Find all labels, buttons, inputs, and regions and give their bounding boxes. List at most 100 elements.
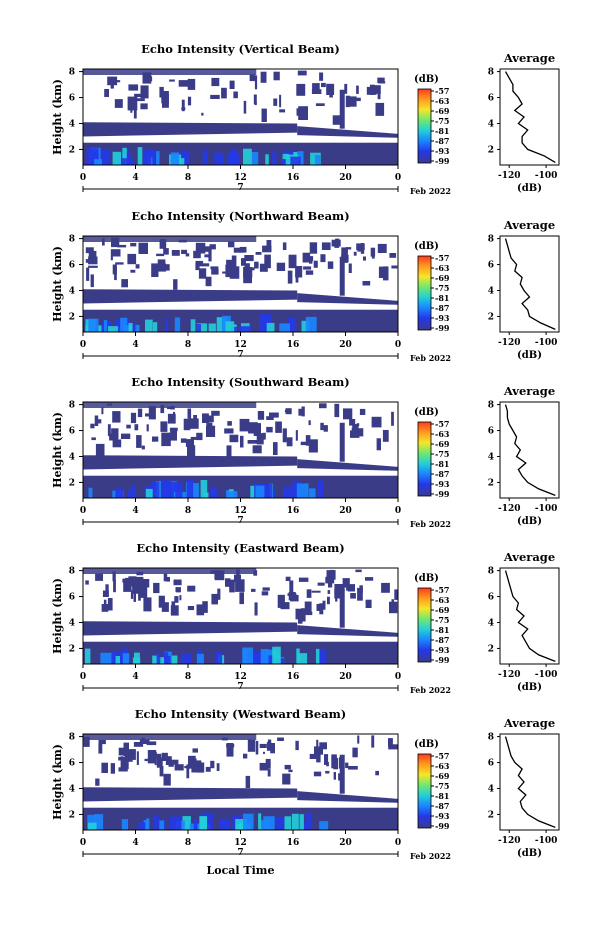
heatmap-blue-cell bbox=[94, 159, 102, 165]
heatmap-speckle bbox=[174, 764, 184, 771]
heatmap-speckle bbox=[94, 415, 99, 426]
heatmap-speckle bbox=[211, 410, 220, 416]
heatmap-speckle bbox=[207, 415, 214, 423]
heatmap-cells bbox=[83, 236, 398, 332]
heatmap-speckle bbox=[225, 578, 231, 587]
heatmap-speckle bbox=[159, 239, 167, 249]
heatmap-blue-cell bbox=[179, 158, 185, 165]
heatmap-speckle bbox=[334, 403, 340, 418]
heatmap-speckle bbox=[355, 569, 362, 573]
heatmap-speckle bbox=[352, 747, 358, 758]
y-axis-label: Height (km) bbox=[51, 79, 64, 155]
heatmap-gap bbox=[83, 139, 398, 143]
profile-y-tick-label: 4 bbox=[488, 119, 494, 129]
heatmap-blue-cell bbox=[263, 816, 275, 830]
y-tick-label: 6 bbox=[69, 593, 75, 603]
heatmap-speckle bbox=[165, 756, 172, 765]
heatmap-blue-cell bbox=[235, 819, 248, 830]
heatmap-speckle bbox=[156, 253, 165, 257]
heatmap-speckle bbox=[298, 106, 308, 120]
heatmap-blue-cell bbox=[202, 150, 208, 165]
heatmap-speckle bbox=[157, 259, 166, 265]
heatmap-blue-cell bbox=[100, 150, 111, 165]
heatmap-column bbox=[339, 588, 345, 628]
profile-y-tick-label: 4 bbox=[488, 286, 494, 296]
heatmap-blue-cell bbox=[186, 479, 194, 498]
x-tick-label: 12 bbox=[234, 506, 247, 516]
x-tick-label: 16 bbox=[287, 173, 300, 183]
heatmap-blue-cell bbox=[153, 814, 159, 830]
heatmap-layer-mid-right bbox=[297, 293, 398, 305]
heatmap-speckle bbox=[314, 746, 323, 755]
heatmap-speckle bbox=[181, 249, 188, 254]
heatmap-blue-cell bbox=[115, 488, 124, 498]
heatmap-speckle bbox=[210, 94, 220, 99]
heatmap-blue-cell bbox=[171, 655, 178, 664]
heatmap-speckle bbox=[249, 74, 256, 82]
profile-y-tick-label: 2 bbox=[488, 145, 494, 155]
heatmap-blue-cell bbox=[204, 492, 209, 498]
heatmap-speckle bbox=[91, 437, 96, 441]
beam-panel: Echo Intensity (Northward Beam) 2 4 6 8 Heigh… bbox=[51, 209, 560, 363]
y-tick-label: 2 bbox=[69, 145, 75, 155]
colorbar-unit: (dB) bbox=[414, 573, 439, 584]
x-tick-label: 16 bbox=[287, 838, 300, 848]
heatmap-speckle bbox=[101, 407, 104, 415]
heatmap-speckle bbox=[195, 260, 204, 266]
x-tick-label: 4 bbox=[132, 173, 138, 183]
heatmap-speckle bbox=[126, 749, 133, 762]
heatmap-blue-cell bbox=[190, 319, 196, 332]
date-month-year: Feb 2022 bbox=[410, 186, 451, 196]
heatmap-blue-cell bbox=[159, 820, 165, 830]
date-day: 7 bbox=[237, 183, 243, 193]
profile-x-tick-label: -120 bbox=[498, 836, 521, 846]
heatmap-speckle bbox=[156, 757, 163, 768]
heatmap-speckle bbox=[163, 573, 168, 582]
heatmap-blue-cell bbox=[266, 322, 275, 332]
heatmap-speckle bbox=[127, 96, 138, 111]
x-tick-label: 20 bbox=[339, 340, 352, 350]
profile-y-tick-label: 6 bbox=[488, 94, 494, 104]
heatmap-speckle bbox=[279, 109, 286, 113]
heatmap-speckle bbox=[107, 598, 113, 611]
heatmap-speckle bbox=[171, 250, 180, 256]
heatmap-speckle bbox=[254, 75, 258, 90]
heatmap-speckle bbox=[114, 80, 121, 83]
heatmap-blue-cell bbox=[128, 323, 133, 332]
heatmap-layer-top bbox=[83, 402, 257, 408]
heatmap-gap bbox=[83, 638, 398, 642]
profile-x-tick-label: -100 bbox=[535, 338, 558, 348]
heatmap-blue-cell bbox=[174, 317, 181, 332]
heatmap-speckle bbox=[142, 72, 152, 84]
profile-y-tick-label: 8 bbox=[488, 68, 494, 78]
heatmap-speckle bbox=[90, 423, 95, 429]
x-tick-label: 0 bbox=[395, 173, 401, 183]
colorbar-tick-label: -99 bbox=[435, 323, 450, 333]
profile-x-tick-label: -120 bbox=[498, 504, 521, 514]
heatmap-speckle bbox=[117, 244, 127, 248]
heatmap-speckle bbox=[261, 591, 269, 596]
heatmap-blue-cell bbox=[250, 651, 261, 664]
profile-x-label: (dB) bbox=[517, 682, 542, 693]
heatmap-blue-cell bbox=[265, 483, 273, 498]
heatmap-speckle bbox=[254, 261, 259, 269]
heatmap-speckle bbox=[170, 429, 177, 441]
heatmap-speckle bbox=[123, 742, 129, 757]
heatmap-speckle bbox=[124, 752, 128, 758]
profile-title: Average bbox=[503, 716, 555, 730]
profile-y-tick-label: 2 bbox=[488, 478, 494, 488]
x-tick-label: 0 bbox=[395, 672, 401, 682]
heatmap-speckle bbox=[192, 748, 198, 753]
heatmap-speckle bbox=[145, 413, 150, 417]
heatmap-speckle bbox=[137, 408, 143, 418]
heatmap-speckle bbox=[217, 588, 221, 600]
heatmap-speckle bbox=[341, 247, 348, 261]
y-tick-label: 8 bbox=[69, 68, 75, 78]
heatmap-blue-cell bbox=[239, 326, 252, 332]
heatmap-speckle bbox=[273, 98, 278, 106]
date-month-year: Feb 2022 bbox=[410, 851, 451, 861]
heatmap-blue-cell bbox=[288, 317, 297, 332]
heatmap-blue-cell bbox=[121, 819, 128, 830]
heatmap-speckle bbox=[350, 593, 356, 599]
heatmap-speckle bbox=[138, 590, 141, 601]
